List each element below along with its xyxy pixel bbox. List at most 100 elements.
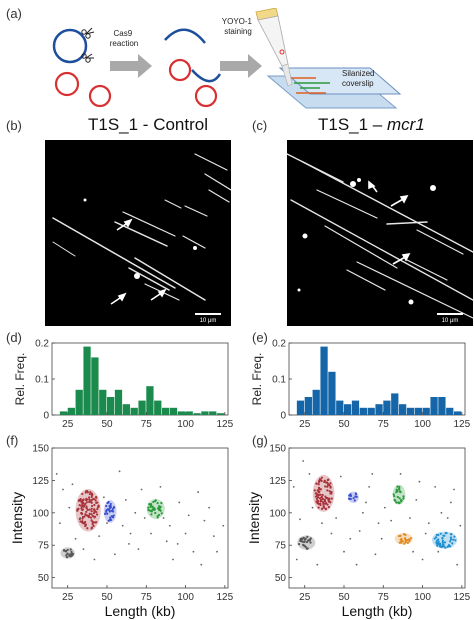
x-tick-label: 100	[177, 419, 194, 430]
data-point	[349, 497, 352, 501]
data-point	[392, 493, 395, 496]
data-point	[313, 489, 316, 492]
data-point	[68, 554, 71, 557]
data-point	[151, 505, 154, 508]
data-point	[105, 504, 108, 508]
data-point	[128, 543, 130, 545]
title-mcr1: T1S_1 – mcr1	[318, 115, 425, 135]
data-point	[368, 485, 371, 488]
data-point	[317, 483, 320, 486]
x-tick-label: 25	[299, 592, 311, 603]
data-point	[409, 517, 411, 519]
data-point	[412, 550, 415, 553]
data-point	[314, 495, 318, 498]
data-point	[315, 497, 319, 501]
data-point	[436, 539, 439, 542]
scale-bar-label: 10 μm	[200, 318, 217, 324]
title-control: T1S_1 - Control	[88, 115, 208, 134]
data-point	[178, 501, 181, 504]
data-point	[449, 536, 453, 539]
data-point	[433, 537, 436, 540]
data-point	[330, 532, 333, 535]
data-point	[306, 535, 309, 538]
data-point	[319, 500, 322, 503]
y-tick-label: 0.2	[272, 339, 286, 350]
data-point	[96, 506, 100, 509]
data-point	[319, 488, 322, 491]
data-point	[355, 495, 358, 498]
data-point	[103, 512, 107, 515]
plasmid-circle-red	[194, 84, 218, 108]
data-point	[319, 493, 322, 496]
histogram-bar	[391, 393, 399, 415]
data-point	[92, 497, 95, 501]
data-point	[297, 542, 301, 546]
histogram-bar	[146, 386, 154, 415]
data-point	[399, 534, 402, 537]
data-point	[208, 506, 211, 509]
data-point	[172, 558, 174, 561]
data-point	[81, 492, 84, 496]
histogram-bar	[320, 346, 328, 415]
data-point	[315, 482, 318, 485]
data-point	[82, 502, 85, 505]
histogram-bar	[217, 413, 225, 415]
data-point	[112, 510, 115, 513]
data-point	[316, 494, 320, 497]
histogram-bar	[75, 389, 83, 415]
data-point	[442, 545, 446, 548]
x-tick-label: 75	[378, 419, 390, 430]
data-point	[326, 497, 329, 500]
data-point	[152, 508, 155, 511]
data-point	[328, 497, 331, 500]
data-point	[93, 503, 96, 507]
data-point	[147, 506, 150, 509]
data-point	[400, 541, 403, 544]
histogram-bar	[312, 389, 320, 415]
data-point	[110, 515, 113, 518]
schematic-diagram: Cas9 reaction YOYO-1 staining Silanized …	[52, 8, 402, 109]
data-point	[314, 492, 317, 495]
data-point	[222, 524, 225, 527]
data-point	[106, 512, 109, 515]
data-point	[92, 512, 96, 515]
x-axis-label: Length (kb)	[105, 603, 176, 619]
histogram-mcr1: 25 50 75 100 125 0 0.1 0.2 Rel. Freq.	[250, 339, 471, 431]
data-point	[327, 500, 330, 503]
data-point	[80, 501, 83, 504]
data-point	[85, 505, 88, 508]
data-point	[88, 512, 91, 516]
data-point	[444, 546, 447, 549]
histogram-bar	[430, 397, 438, 415]
data-point	[66, 552, 69, 556]
data-point	[94, 521, 97, 524]
data-point	[322, 506, 325, 509]
data-point	[427, 522, 430, 525]
data-point	[453, 535, 456, 538]
data-point	[156, 501, 159, 505]
histogram-bar	[138, 400, 146, 415]
data-point	[403, 542, 406, 545]
data-point	[152, 500, 155, 503]
data-point	[150, 510, 153, 513]
data-point	[318, 480, 321, 484]
x-tick-label: 125	[454, 419, 471, 430]
data-point	[90, 501, 93, 504]
arrow-icon	[110, 54, 152, 78]
data-point	[147, 508, 150, 512]
data-point	[86, 508, 89, 512]
data-point	[107, 500, 110, 504]
data-point	[319, 502, 322, 505]
data-point	[91, 520, 94, 523]
data-point	[321, 493, 324, 497]
data-point	[441, 539, 444, 542]
y-axis-label: Rel. Freq.	[13, 353, 27, 406]
scissors-icon	[81, 27, 95, 63]
histogram-bar	[169, 407, 178, 415]
plasmid-circle-red	[88, 84, 112, 108]
data-point	[143, 517, 146, 519]
data-point	[76, 508, 79, 511]
data-point	[87, 515, 90, 519]
data-point	[81, 515, 85, 519]
data-point	[398, 497, 401, 500]
